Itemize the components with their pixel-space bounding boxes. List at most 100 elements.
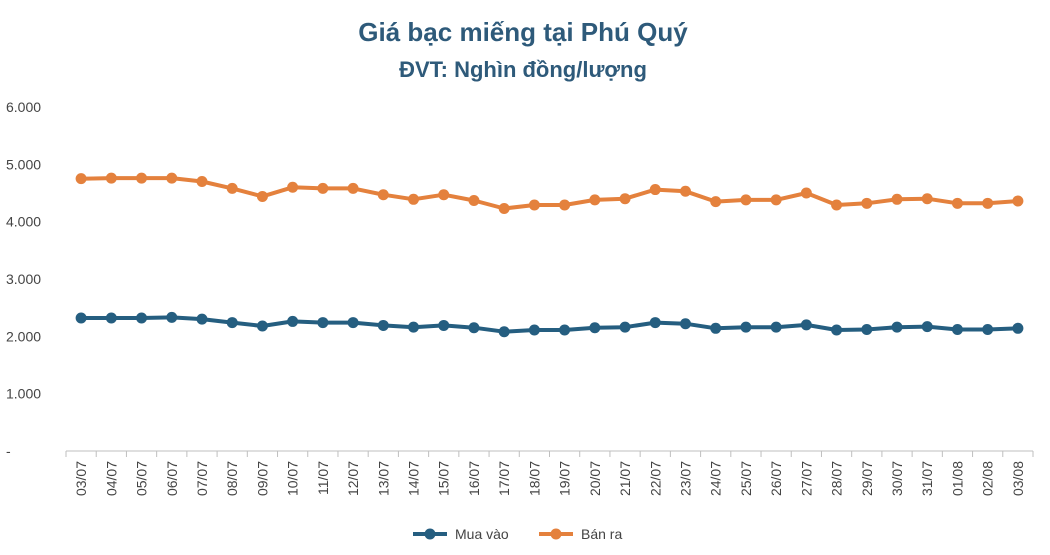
data-point (982, 197, 994, 209)
data-point (559, 199, 571, 211)
x-tick-label: 09/07 (254, 461, 270, 496)
chart-title: Giá bạc miếng tại Phú Quý (358, 17, 688, 47)
data-point (498, 202, 510, 214)
x-tick-label: 02/08 (980, 461, 996, 496)
x-tick-label: 16/07 (466, 461, 482, 496)
data-point (649, 317, 661, 329)
data-point (891, 321, 903, 333)
x-tick-label: 30/07 (889, 461, 905, 496)
data-point (589, 322, 601, 334)
x-tick-label: 14/07 (406, 461, 422, 496)
data-point (408, 193, 420, 205)
data-point (559, 324, 571, 336)
data-point (1012, 195, 1024, 207)
data-point (75, 173, 87, 185)
x-tick-label: 11/07 (315, 461, 331, 495)
data-point (166, 172, 178, 184)
data-point (317, 182, 329, 194)
chart-subtitle: ĐVT: Nghìn đồng/lượng (399, 57, 647, 82)
legend-item: Mua vào (413, 526, 509, 542)
data-point (287, 181, 299, 193)
x-tick-label: 03/07 (73, 461, 89, 496)
data-point (891, 193, 903, 205)
x-tick-label: 08/07 (224, 461, 240, 496)
axes: - 1.000 2.000 3.000 4.000 5.000 6.000 03/07 04/0… (6, 99, 1034, 496)
x-tick-label: 22/07 (647, 461, 663, 496)
data-point (831, 324, 843, 336)
x-tick-label: 07/07 (194, 461, 210, 496)
data-point (136, 312, 148, 324)
data-point (438, 189, 450, 201)
x-tick-label: 26/07 (768, 461, 784, 496)
data-point (347, 182, 359, 194)
data-point (256, 190, 268, 202)
y-tick-label: 4.000 (6, 214, 41, 230)
data-point (377, 319, 389, 331)
data-point (136, 172, 148, 184)
data-point (619, 321, 631, 333)
data-point (256, 320, 268, 332)
y-tick-label: 2.000 (6, 328, 41, 344)
legend-item: Bán ra (539, 526, 622, 542)
y-tick-label: - (6, 443, 11, 459)
x-tick-label: 12/07 (345, 461, 361, 496)
x-tick-label: 28/07 (829, 461, 845, 496)
series-2 (75, 172, 1024, 214)
data-point (287, 315, 299, 327)
data-point (740, 194, 752, 206)
x-tick-label: 04/07 (103, 461, 119, 496)
x-tick-label: 06/07 (164, 461, 180, 496)
x-tick-label: 20/07 (587, 461, 603, 496)
data-point (498, 326, 510, 338)
x-tick-label: 27/07 (798, 461, 814, 496)
data-point (649, 184, 661, 196)
data-point (196, 313, 208, 325)
data-point (770, 194, 782, 206)
data-point (589, 194, 601, 206)
data-point (921, 193, 933, 205)
data-point (468, 194, 480, 206)
legend-marker (424, 528, 436, 540)
data-point (921, 321, 933, 333)
legend: Mua vào Bán ra (413, 526, 622, 542)
data-point (679, 318, 691, 330)
series-1 (75, 311, 1024, 338)
series-layer (75, 172, 1024, 338)
data-point (831, 199, 843, 211)
legend-label: Bán ra (581, 526, 622, 542)
data-point (317, 317, 329, 329)
data-point (800, 319, 812, 331)
x-tick-label: 18/07 (526, 461, 542, 496)
x-tick-label: 01/08 (949, 461, 965, 496)
x-tick-label: 05/07 (134, 461, 150, 496)
data-point (196, 176, 208, 188)
data-point (861, 197, 873, 209)
y-tick-label: 6.000 (6, 99, 41, 115)
legend-marker (550, 528, 562, 540)
data-point (166, 311, 178, 323)
x-tick-label: 23/07 (677, 461, 693, 496)
legend-label: Mua vào (455, 526, 509, 542)
data-point (408, 321, 420, 333)
data-point (438, 319, 450, 331)
x-tick-label: 25/07 (738, 461, 754, 496)
data-point (105, 312, 117, 324)
y-tick-label: 3.000 (6, 271, 41, 287)
data-point (226, 317, 238, 329)
x-tick-label: 24/07 (708, 461, 724, 496)
data-point (770, 321, 782, 333)
data-point (528, 199, 540, 211)
data-point (226, 182, 238, 194)
data-point (619, 193, 631, 205)
data-point (951, 197, 963, 209)
data-point (377, 189, 389, 201)
data-point (528, 324, 540, 336)
x-tick-label: 13/07 (375, 461, 391, 496)
x-tick-label: 10/07 (285, 461, 301, 496)
x-tick-label: 31/07 (919, 461, 935, 496)
data-point (105, 172, 117, 184)
series-line (81, 315, 1018, 334)
data-point (710, 322, 722, 334)
